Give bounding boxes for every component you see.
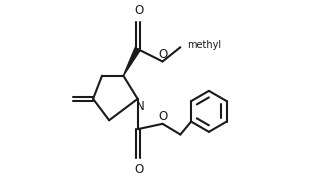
Text: methyl: methyl [188, 40, 222, 50]
Text: O: O [134, 4, 143, 17]
Text: O: O [158, 48, 167, 61]
Text: N: N [136, 100, 145, 112]
Polygon shape [123, 48, 140, 76]
Text: O: O [134, 163, 143, 176]
Text: O: O [158, 110, 167, 123]
